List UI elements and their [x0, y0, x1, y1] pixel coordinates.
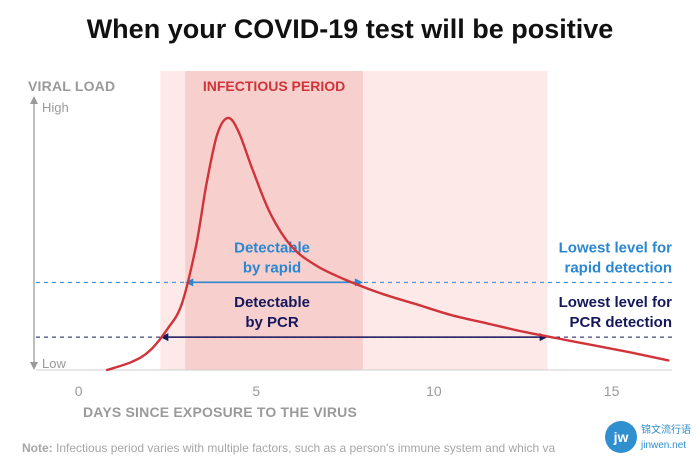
- infectious-period-label: INFECTIOUS PERIOD: [203, 78, 345, 94]
- rapid-level-label: rapid detection: [564, 259, 672, 276]
- chart-title: When your COVID-19 test will be positive: [87, 14, 614, 44]
- viral-load-curve: [105, 116, 670, 372]
- rapid-level-label: Lowest level for: [559, 239, 673, 256]
- y-axis-low-label: Low: [42, 356, 66, 371]
- y-axis-down-arrow-icon: [30, 362, 38, 370]
- y-axis-up-arrow-icon: [30, 96, 38, 104]
- x-tick-label: 0: [75, 383, 83, 399]
- pcr-level-label: Lowest level for: [559, 294, 673, 311]
- pcr-span-label: Detectable: [234, 294, 310, 311]
- x-tick-label: 15: [604, 383, 620, 399]
- watermark-line-1: 锦文流行语: [641, 423, 691, 436]
- footnote-text: Infectious period varies with multiple f…: [53, 441, 556, 455]
- x-tick-label: 5: [252, 383, 260, 399]
- rapid-span-left-arrow-icon: [185, 278, 194, 287]
- x-tick-label: 10: [426, 383, 442, 399]
- footnote: Note: Infectious period varies with mult…: [22, 441, 556, 455]
- site-watermark: jw 锦文流行语 jinwen.net: [605, 421, 691, 453]
- watermark-badge-text: jw: [613, 429, 629, 445]
- x-axis-title: DAYS SINCE EXPOSURE TO THE VIRUS: [83, 404, 357, 420]
- pcr-level-label: PCR detection: [569, 314, 672, 331]
- x-tick-group: 0 5 10 15: [75, 383, 620, 399]
- y-axis-high-label: High: [42, 100, 69, 115]
- watermark-line-2: jinwen.net: [640, 440, 686, 451]
- rapid-span-label: by rapid: [243, 259, 301, 276]
- rapid-span-label: Detectable: [234, 239, 310, 256]
- watermark-badge-icon: [605, 421, 637, 453]
- pcr-span-label: by PCR: [245, 314, 299, 331]
- threshold-group: Detectable by rapid Lowest level for rapid …: [36, 239, 673, 342]
- y-axis-title: VIRAL LOAD: [28, 78, 115, 94]
- footnote-prefix: Note:: [22, 441, 53, 455]
- pcr-span-left-arrow-icon: [160, 333, 169, 342]
